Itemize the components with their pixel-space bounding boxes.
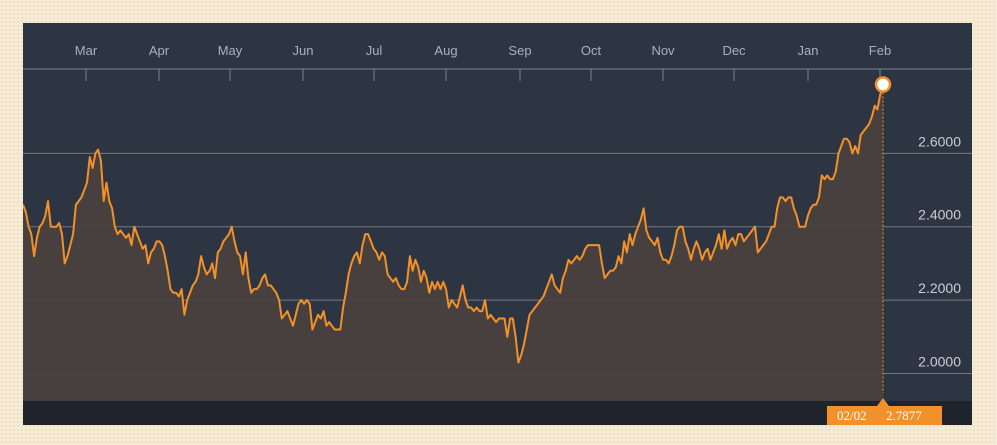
y-tick-label: 2.6000 [918,133,961,149]
x-tick-label: Sep [508,43,531,58]
current-value-marker: 02/02 2.7877 [827,76,942,425]
area-fill [23,84,883,401]
x-tick-label: Mar [75,43,98,58]
x-axis-labels: Mar Apr May Jun Jul Aug Sep Oct Nov Dec Jan Feb [75,43,891,81]
last-point-dot [874,76,892,93]
x-tick-label: Oct [581,43,602,58]
marker-value-label: 2.7877 [886,408,922,423]
marker-box [827,406,942,425]
x-tick-label: Jul [366,43,383,58]
x-tick-label: Dec [722,43,746,58]
marker-pointer [877,398,889,406]
marker-date-label: 02/02 [837,408,867,423]
area-fill-layer [23,84,883,401]
x-tick-label: Jan [798,43,819,58]
y-tick-label: 2.0000 [918,353,961,369]
x-tick-label: Aug [434,43,457,58]
baseline-band [23,401,972,425]
price-chart: Mar Apr May Jun Jul Aug Sep Oct Nov Dec Jan Feb 2.0… [23,43,972,425]
y-tick-label: 2.4000 [918,207,961,223]
chart-container: Mar Apr May Jun Jul Aug Sep Oct Nov Dec Jan Feb 2.0… [23,23,972,425]
price-line [23,84,884,364]
y-tick-label: 2.2000 [918,280,961,296]
x-tick-label: Jun [293,43,314,58]
y-axis-labels: 2.0000 2.2000 2.4000 2.6000 [918,133,961,369]
x-tick-label: Feb [869,43,891,58]
x-tick-label: May [218,43,243,58]
price-line-layer [23,84,884,364]
x-tick-label: Nov [651,43,675,58]
x-tick-label: Apr [149,43,170,58]
